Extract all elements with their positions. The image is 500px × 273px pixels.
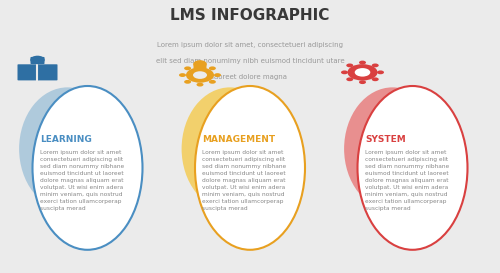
- Circle shape: [346, 64, 354, 67]
- Text: Lorem ipsum dolor sit amet, consectetueri adipiscing: Lorem ipsum dolor sit amet, consectetuer…: [157, 42, 343, 48]
- Ellipse shape: [182, 87, 278, 210]
- FancyBboxPatch shape: [30, 57, 44, 64]
- Circle shape: [348, 64, 378, 81]
- Circle shape: [372, 64, 378, 67]
- Ellipse shape: [344, 87, 441, 210]
- Ellipse shape: [19, 87, 116, 210]
- Text: ✓: ✓: [358, 67, 366, 77]
- Circle shape: [196, 64, 203, 67]
- Text: SYSTEM: SYSTEM: [365, 135, 406, 144]
- Ellipse shape: [358, 86, 468, 250]
- Circle shape: [377, 70, 384, 74]
- Circle shape: [346, 77, 354, 81]
- FancyBboxPatch shape: [36, 64, 58, 80]
- Text: MANAGEMENT: MANAGEMENT: [202, 135, 276, 144]
- Text: LEARNING: LEARNING: [40, 135, 92, 144]
- Text: LMS INFOGRAPHIC: LMS INFOGRAPHIC: [170, 8, 330, 23]
- Circle shape: [359, 80, 366, 84]
- Text: •   •   •   •: • • • •: [232, 94, 268, 99]
- Text: Lorem ipsum dolor sit amet
consectetueri adipiscing elit
sed diam nonummy nibhan: Lorem ipsum dolor sit amet consectetueri…: [365, 150, 449, 211]
- Circle shape: [193, 71, 207, 79]
- Circle shape: [209, 66, 216, 70]
- Circle shape: [359, 61, 366, 64]
- FancyBboxPatch shape: [18, 64, 38, 80]
- Circle shape: [186, 67, 214, 83]
- Text: Lorem ipsum dolor sit amet
consectetueri adipiscing elit
sed diam nonummy nibhan: Lorem ipsum dolor sit amet consectetueri…: [40, 150, 124, 211]
- Circle shape: [341, 70, 348, 74]
- Circle shape: [372, 77, 378, 81]
- Circle shape: [179, 73, 186, 77]
- Circle shape: [196, 83, 203, 87]
- Ellipse shape: [32, 86, 142, 250]
- Circle shape: [354, 68, 370, 77]
- Circle shape: [194, 61, 206, 67]
- Text: elit sed diam nonumimy nibh euismod tincidunt utare: elit sed diam nonumimy nibh euismod tinc…: [156, 58, 344, 64]
- Circle shape: [214, 73, 221, 77]
- Circle shape: [31, 56, 44, 64]
- Ellipse shape: [195, 86, 305, 250]
- Text: laoreet dolore magna: laoreet dolore magna: [212, 74, 288, 80]
- Text: Lorem ipsum dolor sit amet
consectetueri adipiscing elit
sed diam nonummy nibhan: Lorem ipsum dolor sit amet consectetueri…: [202, 150, 287, 211]
- FancyBboxPatch shape: [194, 63, 206, 70]
- Circle shape: [209, 80, 216, 84]
- Circle shape: [184, 80, 191, 84]
- Circle shape: [184, 66, 191, 70]
